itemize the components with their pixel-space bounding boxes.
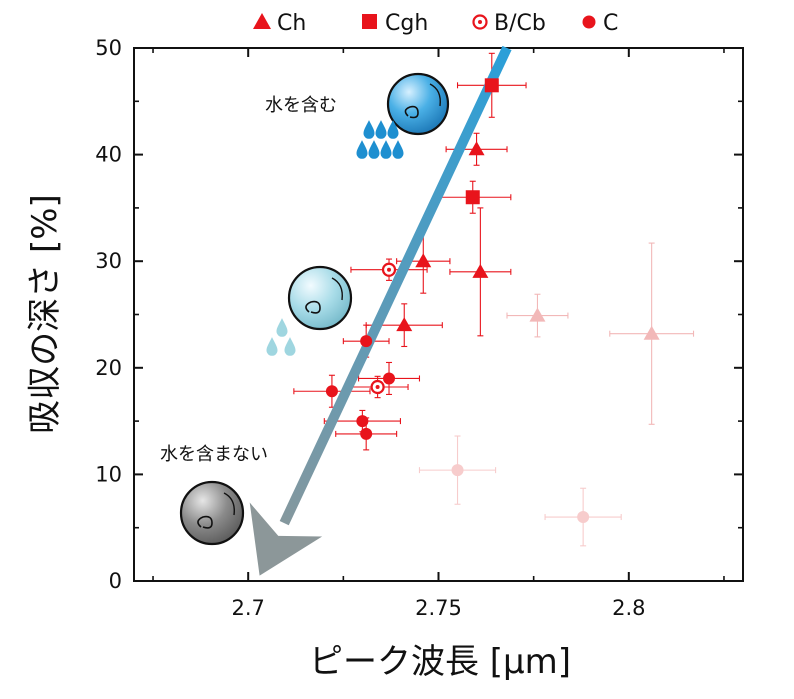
circle-point xyxy=(360,335,373,348)
water-drop-icon xyxy=(387,120,399,139)
annotation-dry: 水を含まない xyxy=(160,444,268,465)
x-axis-title: ピーク波長 [µm] xyxy=(309,642,571,682)
trend-arrow-head xyxy=(249,502,323,576)
data-points xyxy=(325,78,660,524)
legend-cgh-marker xyxy=(362,14,377,29)
damp-grain-icon xyxy=(287,265,353,331)
triangle-point xyxy=(415,253,432,268)
y-tick-label: 20 xyxy=(95,356,122,380)
circle-point xyxy=(577,511,590,524)
legend-c-label: C xyxy=(603,11,618,36)
triangle-point xyxy=(396,317,413,332)
water-drop-icon xyxy=(266,337,278,356)
dry-grain-icon xyxy=(179,480,245,546)
water-drop-icon xyxy=(375,120,387,139)
y-tick-label: 50 xyxy=(95,36,122,60)
y-axis-title: 吸収の深さ [%] xyxy=(25,194,65,434)
open-circle-point-dot xyxy=(375,384,380,389)
water-drop-icon xyxy=(363,120,375,139)
wet-grain-illustration xyxy=(386,72,450,136)
legend-ch-marker xyxy=(253,13,271,29)
x-tick-label: 2.8 xyxy=(612,596,645,620)
damp-grain-illustration xyxy=(287,265,353,331)
legend-c-marker xyxy=(582,15,596,29)
triangle-point xyxy=(468,141,485,156)
error-bars xyxy=(293,52,695,547)
y-tick-label: 40 xyxy=(95,143,122,167)
triangle-point xyxy=(529,307,546,322)
legend: Ch Cgh B/Cb C xyxy=(253,11,618,36)
circle-point xyxy=(451,464,464,477)
trend-arrow xyxy=(249,45,512,576)
y-tick-label: 0 xyxy=(109,569,122,593)
x-tick-label: 2.7 xyxy=(231,596,264,620)
circle-point xyxy=(325,385,338,398)
wet-grain-icon xyxy=(386,72,450,136)
y-tick-label: 30 xyxy=(95,249,122,273)
trend-arrow-shaft xyxy=(279,45,512,526)
damp-grain-crack xyxy=(305,300,321,314)
wet-grain-crack xyxy=(404,105,419,119)
axis-ticks: 0 10 20 30 40 50 2.7 2.75 2.8 xyxy=(95,36,743,620)
water-drop-icon xyxy=(276,318,288,337)
circle-point xyxy=(356,415,369,428)
legend-bcb-marker-dot xyxy=(478,20,482,24)
square-point xyxy=(465,190,480,205)
square-point xyxy=(484,78,499,93)
dry-grain-highlight xyxy=(223,492,235,516)
dry-grain-illustration xyxy=(179,480,245,546)
water-drop-icon xyxy=(392,140,404,159)
legend-ch-label: Ch xyxy=(277,11,306,36)
triangle-point xyxy=(472,263,489,278)
circle-point xyxy=(360,427,373,440)
circle-point xyxy=(383,372,396,385)
dry-grain-crack xyxy=(197,515,213,529)
annotation-wet: 水を含む xyxy=(265,95,337,116)
water-drop-icon xyxy=(380,140,392,159)
water-drop-icon xyxy=(284,337,296,356)
water-drop-icon xyxy=(356,140,368,159)
legend-bcb-label: B/Cb xyxy=(494,11,546,36)
x-tick-label: 2.75 xyxy=(415,596,462,620)
water-drops xyxy=(266,120,404,356)
triangle-point xyxy=(643,325,660,340)
open-circle-point-dot xyxy=(387,267,392,272)
wet-grain-highlight xyxy=(429,83,441,107)
legend-cgh-label: Cgh xyxy=(385,11,428,36)
damp-grain-highlight xyxy=(331,277,343,301)
y-tick-label: 10 xyxy=(95,462,122,486)
water-drop-icon xyxy=(368,140,380,159)
